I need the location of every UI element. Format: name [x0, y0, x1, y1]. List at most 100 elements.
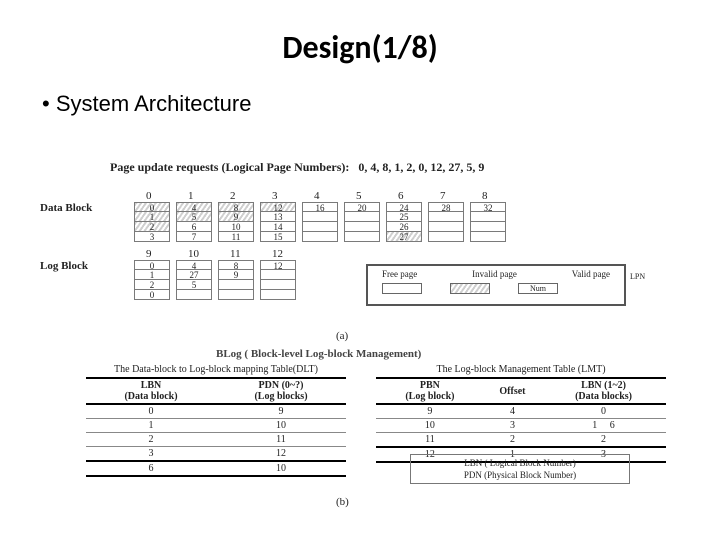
log-cell: 2	[134, 280, 170, 290]
log-col-header: 10	[188, 248, 199, 260]
data-cell: 7	[176, 232, 212, 242]
log-cell: 8	[218, 260, 254, 270]
dlt-table-wrap: The Data-block to Log-block mapping Tabl…	[86, 364, 346, 477]
data-cell: 9	[218, 212, 254, 222]
log-cell	[260, 280, 296, 290]
data-cell: 25	[386, 212, 422, 222]
data-block-column: 24252627	[386, 202, 422, 242]
log-block-column: 12	[260, 260, 296, 300]
data-cell: 12	[260, 202, 296, 212]
table-row: 09	[86, 404, 346, 419]
data-block-column: 0123	[134, 202, 170, 242]
data-col-header: 5	[356, 190, 362, 202]
data-col-header: 8	[482, 190, 488, 202]
data-col-header: 4	[314, 190, 320, 202]
lmt-table-wrap: The Log-block Management Table (LMT) PBN…	[376, 364, 666, 463]
data-cell	[470, 212, 506, 222]
log-cell	[260, 270, 296, 280]
log-cell	[260, 290, 296, 300]
data-cell: 27	[386, 232, 422, 242]
data-cell: 13	[260, 212, 296, 222]
data-col-header: 7	[440, 190, 446, 202]
data-cell: 14	[260, 222, 296, 232]
request-line: Page update requests (Logical Page Numbe…	[110, 160, 484, 175]
dlt-table: LBN(Data block)PDN (0~?)(Log blocks) 091…	[86, 377, 346, 477]
data-cell: 0	[134, 202, 170, 212]
log-block-column: 4275	[176, 260, 212, 300]
data-block-column: 12131415	[260, 202, 296, 242]
data-cell: 1	[134, 212, 170, 222]
data-blocks: 01234567891011121314151620242526272832	[134, 202, 512, 242]
table-row: 1122	[376, 433, 666, 448]
data-col-header: 0	[146, 190, 152, 202]
legend-valid-swatch: Num	[518, 283, 558, 294]
data-cell: 26	[386, 222, 422, 232]
table-row: 1031 6	[376, 419, 666, 433]
log-cell: 12	[260, 260, 296, 270]
log-col-header: 12	[272, 248, 283, 260]
legend-box: Free page Invalid page Valid page Num	[366, 264, 626, 306]
data-cell: 20	[344, 202, 380, 212]
data-cell	[428, 232, 464, 242]
data-cell	[302, 232, 338, 242]
legend-invalid: Invalid page	[472, 269, 517, 279]
key-box: LBN ( Logical Block Number) PDN (Physica…	[410, 454, 630, 484]
data-block-column: 4567	[176, 202, 212, 242]
data-col-header: 1	[188, 190, 194, 202]
data-block-column: 32	[470, 202, 506, 242]
bullet-text: System Architecture	[0, 67, 720, 129]
data-block-column: 28	[428, 202, 464, 242]
log-cell: 27	[176, 270, 212, 280]
data-cell	[470, 222, 506, 232]
data-block-column: 16	[302, 202, 338, 242]
log-col-header: 9	[146, 248, 152, 260]
data-cell	[302, 222, 338, 232]
key-pdn: PDN (Physical Block Number)	[411, 469, 629, 481]
legend-free-swatch	[382, 283, 422, 294]
data-cell: 2	[134, 222, 170, 232]
mid-title: BLog ( Block-level Log-block Management)	[216, 348, 421, 360]
legend-invalid-swatch	[450, 283, 490, 294]
data-col-header: 3	[272, 190, 278, 202]
log-cell	[218, 280, 254, 290]
data-cell	[470, 232, 506, 242]
data-cell: 11	[218, 232, 254, 242]
lmt-table: PBN(Log block)OffsetLBN (1~2)(Data block…	[376, 377, 666, 463]
data-cell: 10	[218, 222, 254, 232]
figure-container: Page update requests (Logical Page Numbe…	[36, 160, 684, 532]
caption-a: (a)	[336, 330, 348, 342]
data-cell: 24	[386, 202, 422, 212]
data-col-header: 2	[230, 190, 236, 202]
log-cell: 0	[134, 260, 170, 270]
data-block-column: 891011	[218, 202, 254, 242]
table-row: 940	[376, 404, 666, 419]
data-cell: 5	[176, 212, 212, 222]
data-cell: 28	[428, 202, 464, 212]
legend-valid: Valid page	[572, 269, 610, 279]
legend-free: Free page	[382, 269, 417, 279]
log-block-column: 0120	[134, 260, 170, 300]
table-row: 211	[86, 433, 346, 447]
data-cell: 32	[470, 202, 506, 212]
data-cell: 3	[134, 232, 170, 242]
log-cell: 1	[134, 270, 170, 280]
table-row: 110	[86, 419, 346, 433]
data-cell: 8	[218, 202, 254, 212]
log-blocks: 012042758912	[134, 260, 302, 300]
data-col-header: 6	[398, 190, 404, 202]
lpn-label: LPN	[630, 272, 645, 281]
slide-title: Design(1/8)	[0, 0, 720, 67]
data-cell: 15	[260, 232, 296, 242]
log-cell: 0	[134, 290, 170, 300]
data-cell	[344, 232, 380, 242]
label-data-block: Data Block	[40, 202, 92, 214]
data-cell	[344, 212, 380, 222]
data-cell: 16	[302, 202, 338, 212]
data-cell: 6	[176, 222, 212, 232]
caption-b: (b)	[336, 496, 349, 508]
log-col-header: 11	[230, 248, 241, 260]
log-cell: 9	[218, 270, 254, 280]
data-cell	[302, 212, 338, 222]
dlt-title: The Data-block to Log-block mapping Tabl…	[86, 364, 346, 377]
data-cell	[428, 212, 464, 222]
